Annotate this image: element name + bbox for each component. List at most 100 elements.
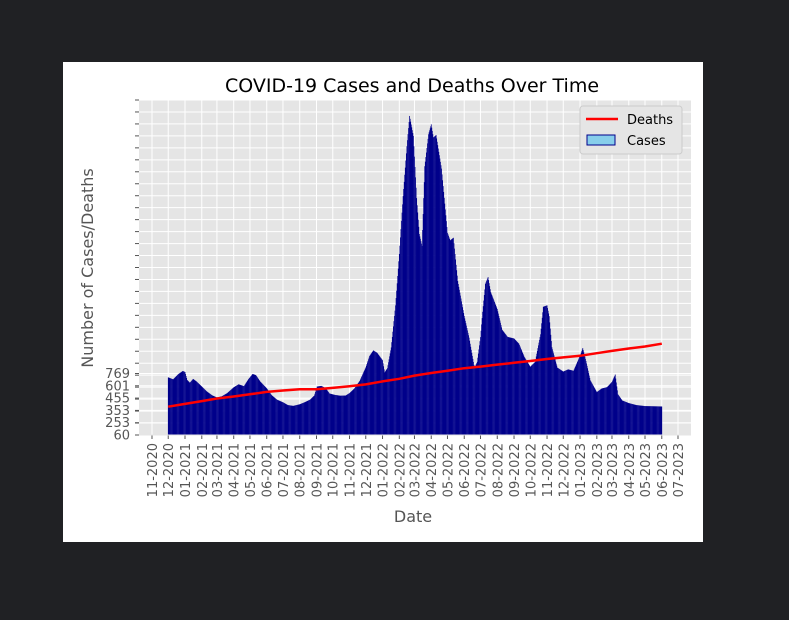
x-tick-label: 09-2022 (508, 443, 523, 497)
x-tick-label: 05-2023 (639, 443, 654, 497)
cases-bar (358, 382, 360, 435)
cases-bar (661, 406, 663, 435)
cases-bar (650, 406, 651, 435)
cases-bar (600, 389, 602, 435)
cases-bar (561, 370, 563, 435)
cases-bar (469, 340, 471, 435)
cases-bar (190, 381, 192, 435)
x-tick-label: 11-2022 (541, 443, 556, 497)
cases-bar (535, 356, 537, 435)
cases-bar (355, 386, 357, 435)
cases-bar (657, 406, 658, 435)
cases-bar (605, 387, 606, 435)
cases-bar (515, 340, 517, 435)
cases-bar (411, 127, 413, 436)
cases-bar (220, 396, 222, 435)
cases-bar (255, 374, 256, 435)
cases-bar (408, 128, 409, 436)
cases-bar (494, 303, 496, 435)
cases-bar (231, 388, 233, 435)
cases-bar (521, 351, 523, 435)
cases-bar (413, 146, 415, 435)
cases-bar (562, 371, 564, 435)
cases-bar (630, 403, 631, 435)
cases-bar (453, 243, 455, 435)
cases-bar (522, 354, 524, 435)
cases-bar (411, 130, 413, 435)
cases-bar (326, 389, 328, 435)
cases-bar (394, 315, 395, 435)
cases-bar (536, 350, 538, 435)
cases-bar (356, 385, 357, 435)
cases-bar (302, 402, 304, 435)
cases-bar (211, 395, 213, 435)
y-tick-label: 769 (105, 367, 130, 382)
chart-title: COVID-19 Cases and Deaths Over Time (225, 75, 599, 97)
cases-bar (283, 402, 284, 435)
cases-bar (517, 342, 519, 435)
cases-bar (643, 405, 644, 435)
cases-bar (542, 312, 544, 435)
cases-bar (655, 406, 657, 435)
cases-bar (223, 395, 225, 435)
cases-bar (588, 373, 590, 435)
cases-bar (416, 198, 418, 435)
cases-bar (605, 387, 607, 435)
cases-bar (399, 245, 401, 435)
cases-bar (297, 404, 298, 435)
cases-bar (648, 406, 650, 435)
cases-bar (642, 405, 644, 435)
cases-bar (260, 382, 262, 435)
cases-bar (259, 380, 261, 435)
cases-bar (586, 363, 587, 435)
cases-bar (310, 398, 312, 435)
cases-bar (284, 403, 285, 435)
cases-bar (253, 374, 255, 435)
cases-bar (274, 397, 276, 435)
cases-bar (547, 308, 548, 435)
cases-bar (186, 379, 188, 435)
cases-bar (414, 156, 415, 435)
cases-bar (330, 393, 331, 435)
cases-bar (230, 390, 231, 435)
cases-bar (191, 380, 192, 435)
cases-bar (571, 370, 573, 435)
cases-bar (576, 362, 578, 435)
cases-bar (295, 405, 296, 435)
cases-bar (511, 337, 513, 435)
cases-bar (307, 400, 309, 435)
legend: Deaths Cases (579, 105, 683, 155)
cases-bar (280, 401, 282, 435)
cases-bar (509, 337, 511, 435)
cases-bar (633, 404, 635, 435)
cases-bar (270, 393, 271, 435)
cases-bar (523, 355, 525, 435)
cases-bar (402, 196, 404, 435)
cases-bar (658, 406, 660, 435)
cases-bar (513, 338, 515, 435)
cases-bar (231, 389, 232, 435)
cases-bar (442, 186, 444, 435)
cases-bar (531, 365, 533, 435)
cases-bar (591, 382, 592, 435)
cases-bar (573, 370, 574, 435)
axes: 11-2020 12-2020 01-2021 02-2021 03-2021 04-20… (105, 99, 691, 497)
cases-bar (429, 130, 431, 436)
cases-bar (462, 307, 464, 435)
cases-bar (328, 392, 330, 435)
deaths-line (167, 342, 663, 408)
cases-bar (499, 320, 501, 435)
cases-bar (421, 245, 423, 435)
cases-bar (270, 394, 272, 435)
cases-bar (376, 352, 378, 435)
cases-bar (587, 368, 589, 435)
cases-bar (436, 141, 438, 435)
cases-bar (192, 378, 194, 435)
cases-bar (439, 158, 441, 435)
cases-bar (562, 371, 564, 435)
cases-bar (268, 391, 270, 435)
cases-bar (501, 329, 503, 435)
cases-bar (351, 391, 353, 435)
cases-bar (247, 379, 249, 435)
cases-bar (204, 389, 206, 435)
